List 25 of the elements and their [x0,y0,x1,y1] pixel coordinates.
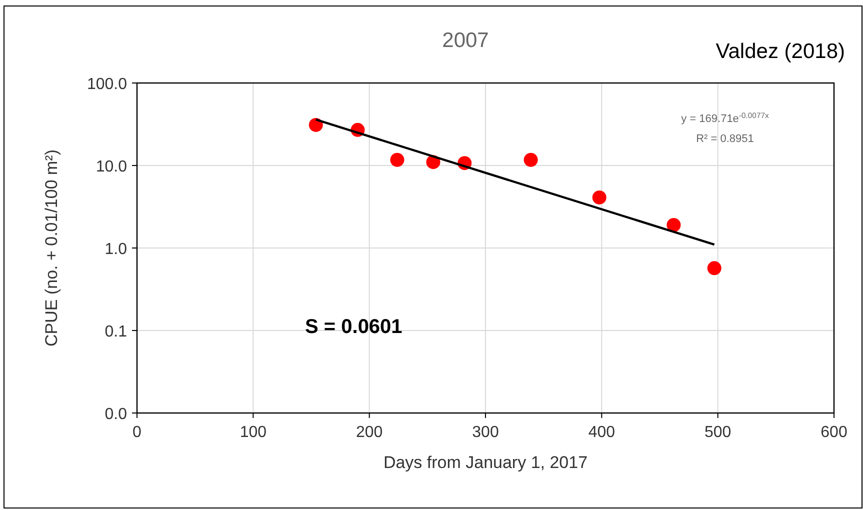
y-tick-label: 1.0 [104,241,128,258]
x-tick-label: 400 [588,424,616,441]
x-tick-label: 0 [132,424,142,441]
point [592,190,606,204]
x-axis-title: Days from January 1, 2017 [383,453,588,472]
point [524,152,538,167]
y-axis-title: CPUE (no. + 0.01/100 m²) [42,149,61,347]
chart-title: 2007 [442,29,489,52]
text: Valdez (2018) [716,40,845,63]
point [390,152,404,167]
x-tick-label: 200 [356,424,383,441]
point [308,118,323,132]
x-tick-label: 600 [820,424,848,441]
point [707,261,722,276]
annotation: S = 0.0601 [305,316,402,338]
y-tick-label: 10.0 [96,158,128,176]
annotation: y = 169.71e$^{-0.0077x}$ [681,110,770,125]
x-tick-label: 100 [240,424,267,441]
y-tick-label: 0.1 [104,324,128,340]
annotation: R² = 0.8951 [696,133,754,145]
y-tick-label: 100.0 [86,76,128,93]
point [666,218,681,232]
x-tick-label: 300 [472,424,499,441]
y-tick-label: 0.0 [104,406,128,423]
x-tick-label: 500 [704,424,732,441]
